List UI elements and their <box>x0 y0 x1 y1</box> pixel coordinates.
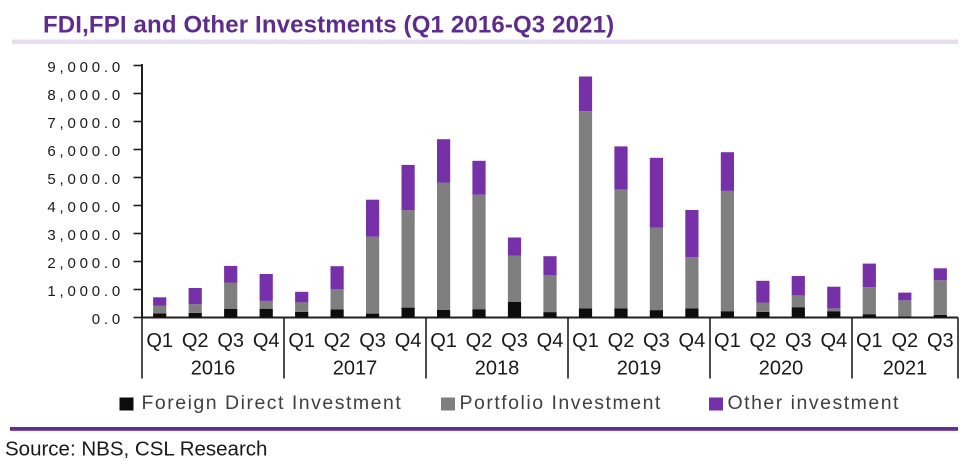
svg-text:Q4: Q4 <box>253 330 280 352</box>
svg-text:Q2: Q2 <box>750 330 777 352</box>
svg-text:2019: 2019 <box>617 358 662 380</box>
svg-text:Q3: Q3 <box>643 330 670 352</box>
svg-text:Q4: Q4 <box>820 330 847 352</box>
svg-text:Q2: Q2 <box>466 330 493 352</box>
svg-text:0.0: 0.0 <box>92 311 124 328</box>
svg-text:1,000.0: 1,000.0 <box>47 283 124 300</box>
svg-text:Portfolio Investment: Portfolio Investment <box>460 392 662 414</box>
svg-text:Q3: Q3 <box>501 330 528 352</box>
svg-text:Source: NBS, CSL Research: Source: NBS, CSL Research <box>5 438 267 461</box>
svg-text:2016: 2016 <box>191 358 236 380</box>
svg-text:Q4: Q4 <box>679 330 706 352</box>
svg-text:Q2: Q2 <box>891 330 918 352</box>
svg-text:Q4: Q4 <box>537 330 564 352</box>
svg-text:7,000.0: 7,000.0 <box>47 115 124 132</box>
svg-text:2020: 2020 <box>759 358 804 380</box>
svg-text:Q1: Q1 <box>288 330 315 352</box>
svg-text:Q2: Q2 <box>182 330 209 352</box>
svg-text:2018: 2018 <box>475 358 520 380</box>
svg-text:Foreign Direct Investment: Foreign Direct Investment <box>142 392 403 414</box>
svg-text:Q1: Q1 <box>430 330 457 352</box>
svg-text:Q3: Q3 <box>217 330 244 352</box>
svg-text:5,000.0: 5,000.0 <box>47 171 124 188</box>
svg-text:2017: 2017 <box>333 358 378 380</box>
svg-text:Q3: Q3 <box>785 330 812 352</box>
svg-text:Q3: Q3 <box>359 330 386 352</box>
svg-text:Q1: Q1 <box>714 330 741 352</box>
svg-text:Q1: Q1 <box>146 330 173 352</box>
svg-text:3,000.0: 3,000.0 <box>47 227 124 244</box>
svg-text:8,000.0: 8,000.0 <box>47 87 124 104</box>
svg-text:2,000.0: 2,000.0 <box>47 255 124 272</box>
svg-text:Q4: Q4 <box>395 330 422 352</box>
svg-text:Q1: Q1 <box>572 330 599 352</box>
svg-text:Other investment: Other investment <box>728 392 900 414</box>
svg-text:Q2: Q2 <box>608 330 635 352</box>
svg-text:Q1: Q1 <box>856 330 883 352</box>
svg-text:4,000.0: 4,000.0 <box>47 199 124 216</box>
svg-text:6,000.0: 6,000.0 <box>47 143 124 160</box>
svg-text:9,000.0: 9,000.0 <box>47 59 124 76</box>
svg-text:Q3: Q3 <box>927 330 954 352</box>
svg-text:FDI,FPI and Other Investments: FDI,FPI and Other Investments (Q1 2016-Q… <box>43 12 614 39</box>
svg-text:Q2: Q2 <box>324 330 351 352</box>
svg-text:2021: 2021 <box>883 358 928 380</box>
